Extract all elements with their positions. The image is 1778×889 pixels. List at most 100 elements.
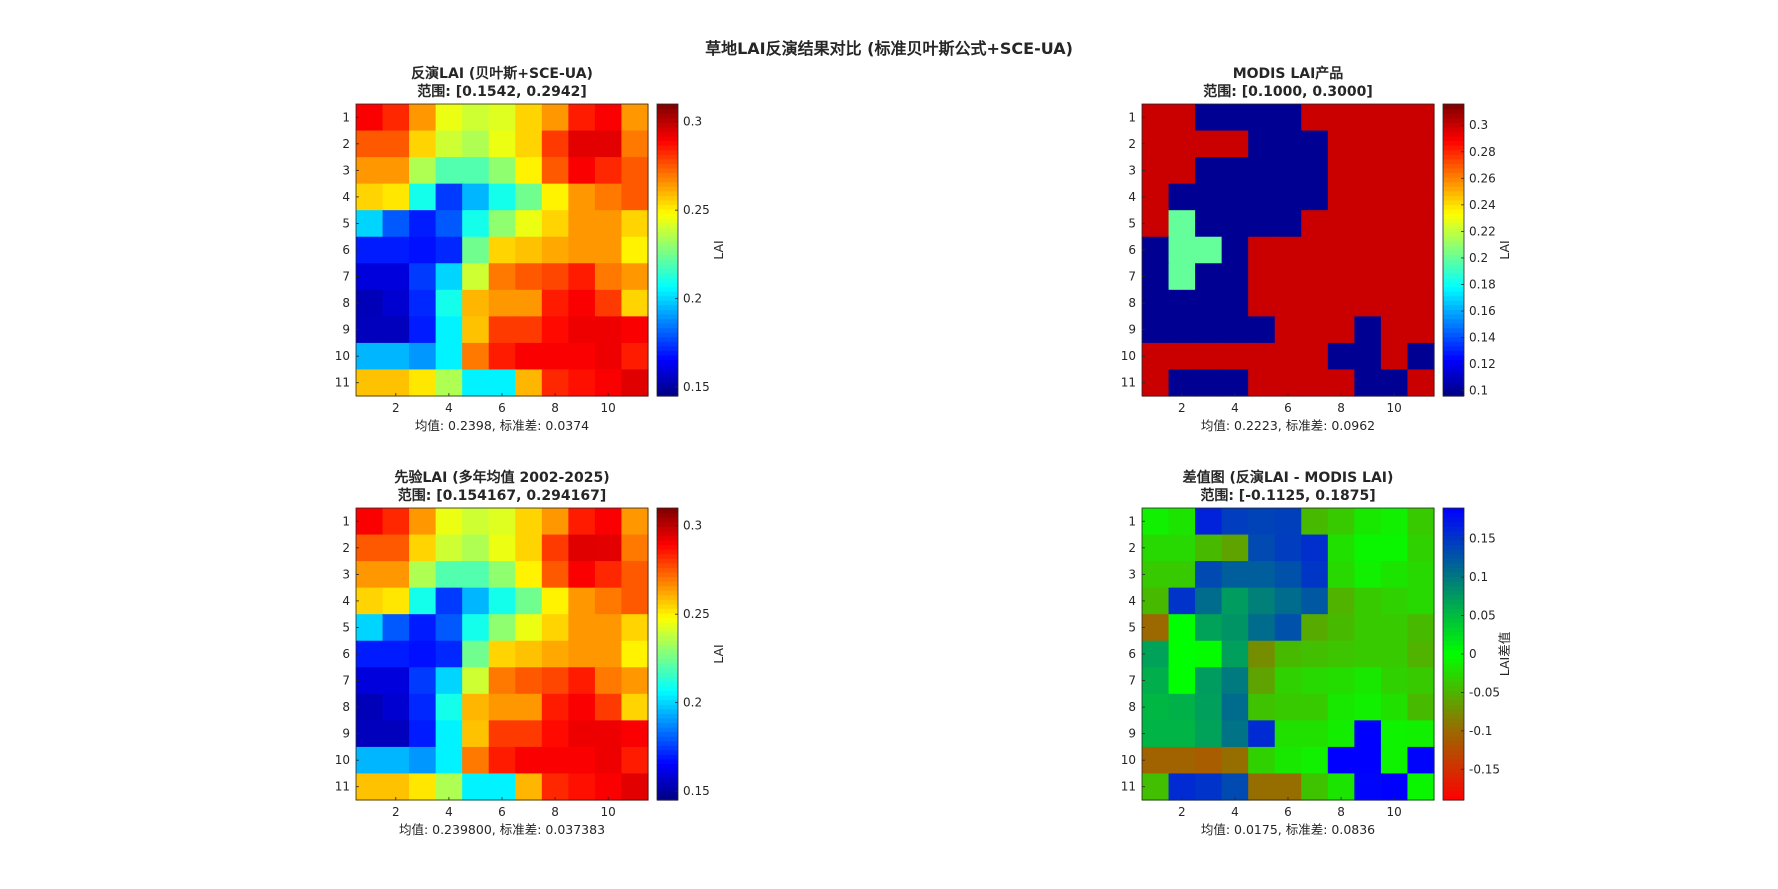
heatmap-cell bbox=[568, 720, 596, 748]
colorbar-segment bbox=[657, 332, 678, 338]
colorbar-segment bbox=[657, 608, 678, 614]
heatmap-cell bbox=[462, 773, 490, 801]
colorbar-segment bbox=[657, 377, 678, 383]
heatmap-cell bbox=[1221, 746, 1249, 775]
y-tick-label: 7 bbox=[342, 270, 350, 284]
heatmap-cell bbox=[1327, 104, 1355, 132]
colorbar-segment bbox=[1443, 126, 1464, 132]
heatmap-cell bbox=[1221, 667, 1249, 695]
heatmap-cell bbox=[1221, 183, 1249, 211]
colorbar-segment bbox=[1443, 341, 1464, 347]
heatmap-cell bbox=[382, 342, 410, 371]
heatmap-cell bbox=[409, 210, 437, 238]
heatmap-cell bbox=[1274, 614, 1302, 642]
heatmap-cell bbox=[462, 369, 490, 397]
heatmap-cell bbox=[541, 746, 569, 775]
colorbar-segment bbox=[1443, 245, 1464, 251]
colorbar-segment bbox=[657, 135, 678, 142]
y-tick-label: 3 bbox=[342, 163, 350, 177]
colorbar-segment bbox=[657, 777, 678, 783]
colorbar-segment bbox=[657, 163, 678, 169]
heatmap-cell bbox=[568, 263, 596, 291]
heatmap-cell bbox=[594, 236, 623, 264]
colorbar-tick-label: 0.3 bbox=[683, 519, 702, 533]
heatmap-cell bbox=[568, 614, 596, 642]
colorbar-segment bbox=[657, 681, 678, 687]
heatmap-cell bbox=[1301, 236, 1329, 264]
heatmap-cell bbox=[409, 720, 437, 748]
colorbar-segment bbox=[657, 758, 678, 765]
colorbar-segment bbox=[1443, 763, 1464, 769]
x-tick-label: 2 bbox=[392, 805, 400, 819]
colorbar-segment bbox=[657, 126, 678, 132]
heatmap-cell bbox=[1380, 104, 1409, 132]
y-tick-label: 2 bbox=[1128, 137, 1136, 151]
x-tick-label: 10 bbox=[601, 401, 616, 415]
heatmap-cell bbox=[462, 667, 490, 695]
colorbar-segment bbox=[657, 227, 678, 233]
colorbar-tick-label: 0.26 bbox=[1469, 171, 1496, 185]
heatmap-cell bbox=[1142, 236, 1170, 264]
heatmap-cell bbox=[1168, 130, 1196, 158]
heatmap-cell bbox=[621, 289, 649, 317]
heatmap-cell bbox=[462, 746, 490, 775]
heatmap-cell bbox=[356, 183, 384, 211]
heatmap-cell bbox=[1142, 508, 1170, 536]
heatmap-cell bbox=[621, 316, 649, 344]
heatmap-cell bbox=[594, 667, 623, 695]
heatmap-cell bbox=[1354, 640, 1382, 668]
colorbar-segment bbox=[1443, 263, 1464, 269]
panel-range-subtitle: 范围: [0.154167, 0.294167] bbox=[398, 487, 606, 504]
colorbar-segment bbox=[657, 190, 678, 196]
heatmap-cell bbox=[1142, 342, 1170, 371]
colorbar-segment bbox=[657, 186, 678, 192]
heatmap-cell bbox=[541, 236, 569, 264]
heatmap-cell bbox=[1274, 183, 1302, 211]
heatmap-cell bbox=[435, 640, 463, 668]
colorbar-segment bbox=[1443, 199, 1464, 205]
colorbar-segment bbox=[1443, 535, 1464, 541]
heatmap-cell bbox=[356, 534, 384, 562]
heatmap-cell bbox=[435, 720, 463, 748]
heatmap-cell bbox=[1380, 561, 1409, 589]
colorbar-segment bbox=[657, 571, 678, 578]
heatmap-cell bbox=[1274, 236, 1302, 264]
heatmap-cell bbox=[488, 263, 516, 291]
colorbar-tick-label: 0.15 bbox=[1469, 532, 1496, 546]
heatmap-cell bbox=[409, 369, 437, 397]
heatmap-cell bbox=[1407, 369, 1435, 397]
colorbar-tick-label: 0.2 bbox=[1469, 251, 1488, 265]
heatmap-cell bbox=[1380, 640, 1409, 668]
heatmap-cell bbox=[568, 746, 596, 775]
heatmap-cell bbox=[409, 316, 437, 344]
y-tick-label: 7 bbox=[1128, 270, 1136, 284]
heatmap-cell bbox=[621, 640, 649, 668]
heatmap-cell bbox=[594, 104, 623, 132]
colorbar-segment bbox=[657, 727, 678, 733]
heatmap-cell bbox=[594, 157, 623, 185]
y-tick-label: 10 bbox=[1121, 349, 1136, 363]
colorbar-segment bbox=[1443, 740, 1464, 746]
heatmap-cell bbox=[356, 342, 384, 371]
heatmap-cell bbox=[1327, 183, 1355, 211]
heatmap-cell bbox=[1354, 130, 1382, 158]
colorbar-segment bbox=[1443, 585, 1464, 591]
panel-title: 差值图 (反演LAI - MODIS LAI) bbox=[1183, 469, 1394, 486]
heatmap-cell bbox=[356, 640, 384, 668]
heatmap-cell bbox=[1168, 236, 1196, 264]
heatmap-cell bbox=[488, 369, 516, 397]
colorbar-segment bbox=[657, 549, 678, 555]
heatmap-cell bbox=[1274, 210, 1302, 238]
heatmap-cell bbox=[515, 130, 543, 158]
x-tick-label: 4 bbox=[1231, 805, 1239, 819]
heatmap-cell bbox=[568, 369, 596, 397]
heatmap-cell bbox=[1301, 693, 1329, 721]
heatmap-cell bbox=[541, 561, 569, 589]
heatmap-cell bbox=[1327, 157, 1355, 185]
colorbar-segment bbox=[657, 300, 678, 306]
heatmap-cell bbox=[382, 693, 410, 721]
colorbar-segment bbox=[1443, 158, 1464, 164]
colorbar-segment bbox=[657, 781, 678, 787]
heatmap-cell bbox=[1354, 183, 1382, 211]
heatmap-cell bbox=[462, 561, 490, 589]
